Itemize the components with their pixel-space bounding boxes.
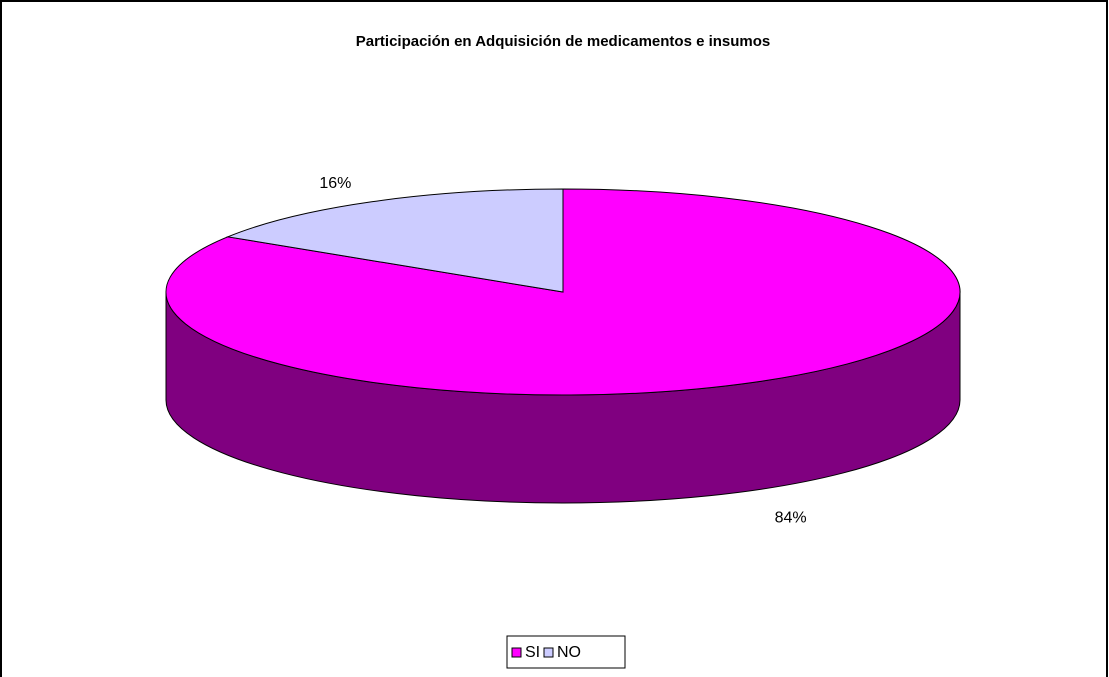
legend: SI NO bbox=[511, 644, 581, 661]
legend-label: SI bbox=[525, 644, 540, 661]
legend-swatch bbox=[511, 647, 522, 658]
data-label: 84% bbox=[775, 510, 807, 527]
legend-box bbox=[506, 635, 626, 669]
chart-title: Participación en Adquisición de medicame… bbox=[356, 33, 771, 50]
pie: 84% 16% bbox=[165, 175, 961, 527]
legend-label: NO bbox=[557, 644, 581, 661]
data-label: 16% bbox=[319, 175, 351, 192]
legend-swatch bbox=[543, 647, 554, 658]
pie-slice bbox=[225, 188, 564, 293]
